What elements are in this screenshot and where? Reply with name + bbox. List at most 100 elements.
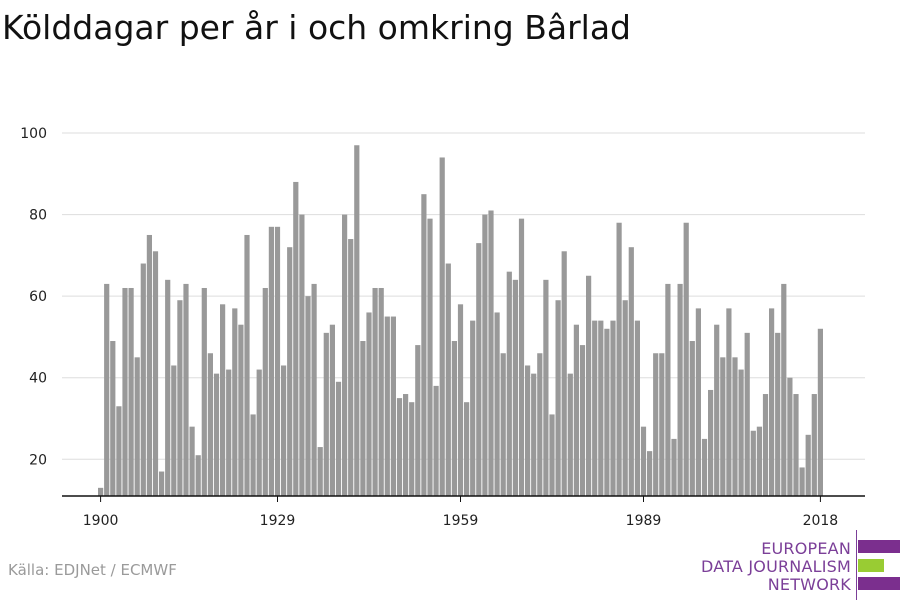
bar-1975: [555, 300, 561, 496]
bar-1996: [683, 222, 689, 497]
bar-1935: [311, 283, 317, 496]
bar-1923: [238, 324, 244, 496]
bar-1993: [665, 283, 671, 496]
bar-1994: [671, 438, 677, 496]
bar-1911: [165, 279, 171, 496]
bar-1966: [500, 353, 506, 496]
bar-2002: [720, 357, 726, 496]
y-axis-ticks: 20 40 60 80 100: [20, 126, 47, 468]
bar-1929: [274, 226, 281, 496]
x-tick-label: 1959: [443, 513, 479, 529]
bar-1930: [281, 365, 287, 496]
bar-1926: [256, 369, 262, 496]
bar-1946: [378, 287, 384, 496]
bar-1905: [128, 287, 134, 496]
bar-2010: [769, 308, 775, 496]
bar-1998: [695, 308, 701, 496]
bar-2003: [726, 308, 732, 496]
logo-text-line2: DATA JOURNALISM: [701, 557, 851, 576]
bar-1985: [616, 222, 622, 497]
bar-1947: [384, 316, 390, 496]
bar-1949: [396, 398, 403, 496]
bar-1991: [653, 353, 659, 496]
bar-1999: [701, 438, 708, 496]
bar-1970: [525, 365, 531, 496]
bar-1987: [628, 247, 634, 496]
bar-1973: [543, 279, 549, 496]
bar-1903: [116, 406, 122, 496]
bar-2016: [805, 434, 811, 496]
bar-1916: [195, 455, 201, 496]
bar-1990: [647, 451, 653, 496]
bar-1933: [299, 214, 305, 496]
bar-1927: [262, 287, 268, 496]
bar-1908: [146, 234, 152, 496]
logo-bar-purple-bottom: [858, 577, 900, 590]
bar-2017: [811, 394, 817, 496]
bar-1950: [403, 394, 409, 496]
bar-1957: [445, 263, 451, 496]
bar-1941: [348, 239, 354, 497]
bar-2004: [732, 357, 738, 496]
bar-1932: [293, 181, 299, 496]
bar-2009: [762, 394, 769, 496]
bar-1989: [640, 426, 647, 496]
bar-1942: [354, 145, 360, 497]
bar-1925: [250, 414, 256, 496]
bar-1938: [329, 324, 335, 496]
bar-1940: [342, 214, 348, 496]
bar-1914: [183, 283, 189, 496]
logo-text-line1: EUROPEAN: [761, 539, 851, 558]
bar-2011: [775, 332, 781, 496]
bar-1979: [579, 345, 586, 496]
bar-1906: [134, 357, 140, 496]
bar-1953: [421, 194, 427, 496]
y-tick-label: 40: [29, 371, 47, 387]
y-tick-label: 80: [29, 208, 47, 224]
bar-2001: [714, 324, 720, 496]
bar-1961: [470, 320, 476, 496]
bar-1937: [323, 332, 329, 496]
bar-2006: [744, 332, 750, 496]
x-tick-label: 1989: [626, 513, 662, 529]
bar-1992: [659, 353, 665, 496]
bar-1958: [451, 341, 457, 496]
bar-1931: [287, 247, 293, 496]
bar-1983: [604, 328, 610, 496]
bar-1920: [220, 304, 226, 496]
bar-1956: [439, 157, 445, 496]
bar-1997: [689, 341, 695, 496]
edjnet-logo: EUROPEAN DATA JOURNALISM NETWORK: [700, 530, 900, 600]
bar-1913: [177, 300, 183, 496]
bar-1959: [457, 304, 464, 496]
bar-1955: [433, 385, 439, 496]
bar-1900: [98, 487, 104, 496]
bar-2005: [738, 369, 744, 496]
bar-1919: [213, 373, 220, 496]
bar-2015: [799, 467, 805, 496]
bar-2018: [817, 328, 823, 496]
bar-1934: [305, 296, 311, 496]
bar-1924: [244, 234, 250, 496]
logo-bar-green: [858, 559, 884, 572]
bar-1995: [677, 283, 683, 496]
bar-1969: [518, 218, 525, 496]
x-tick-label: 1900: [83, 513, 119, 529]
bar-2014: [793, 394, 799, 496]
bar-1944: [366, 312, 372, 496]
bar-1936: [317, 447, 323, 496]
bar-1945: [372, 287, 378, 496]
bar-1981: [592, 320, 598, 496]
bar-1982: [598, 320, 604, 496]
bar-1912: [171, 365, 177, 496]
bar-1918: [207, 353, 213, 496]
bar-1972: [537, 353, 543, 496]
source-note: Källa: EDJNet / ECMWF: [8, 561, 177, 579]
bar-1980: [586, 275, 592, 496]
logo-divider: [856, 530, 857, 600]
chart-title: Kölddagar per år i och omkring Bârlad: [2, 8, 631, 47]
bar-1951: [409, 402, 415, 496]
bar-1978: [573, 324, 579, 496]
bar-2008: [756, 426, 762, 496]
